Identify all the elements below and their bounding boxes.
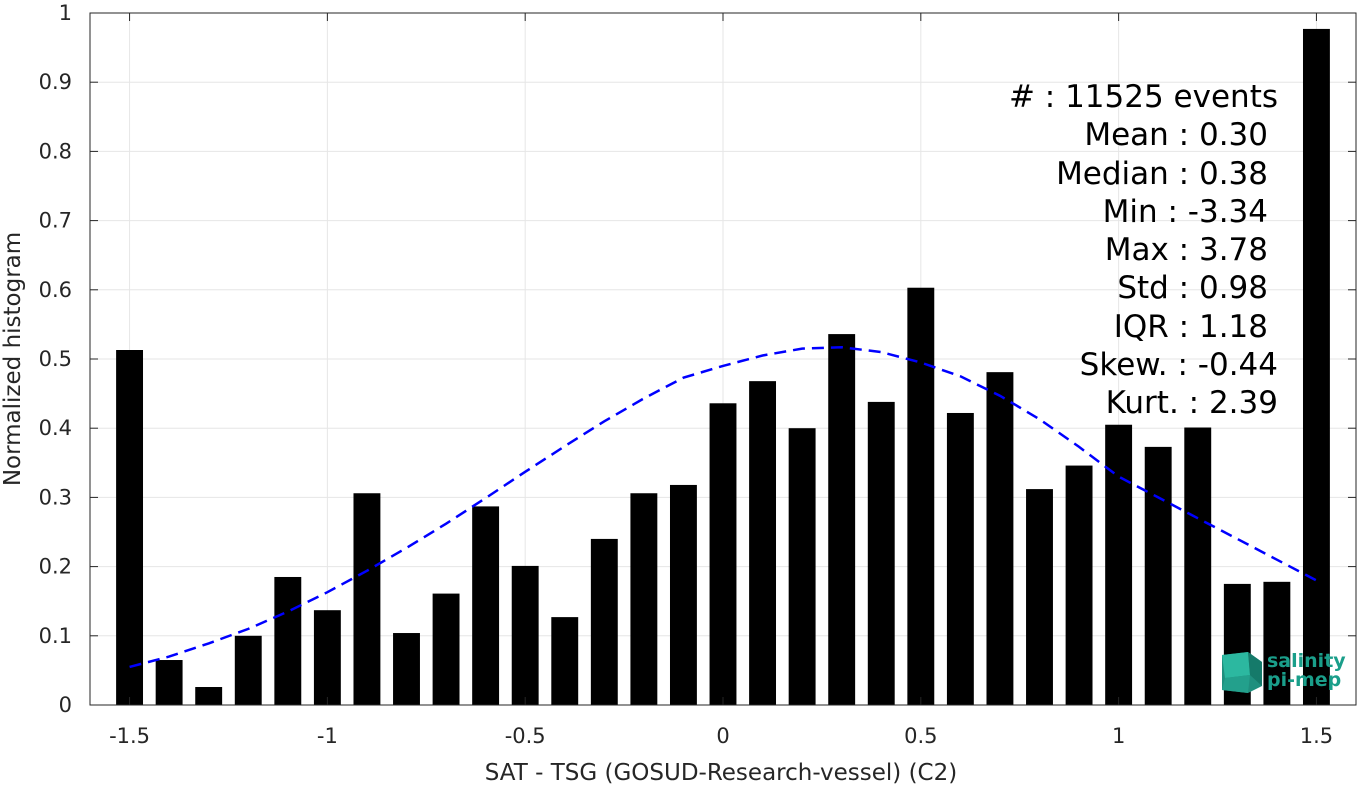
histogram-bar bbox=[1302, 28, 1330, 705]
stat-annotation: Median : 0.38 bbox=[1056, 156, 1268, 192]
x-tick-label: 1.5 bbox=[1300, 724, 1333, 748]
histogram-bar bbox=[709, 403, 737, 705]
stat-annotation: Kurt. : 2.39 bbox=[1106, 385, 1278, 421]
stat-annotation: Std : 0.98 bbox=[1117, 270, 1268, 306]
stat-annotation: Min : -3.34 bbox=[1103, 194, 1268, 230]
y-tick-label: 1 bbox=[59, 1, 72, 25]
histogram-bar bbox=[946, 412, 974, 705]
y-tick-label: 0.5 bbox=[39, 347, 72, 371]
x-tick-label: 0.5 bbox=[904, 724, 937, 748]
histogram-bar bbox=[511, 565, 539, 705]
axis-ticks: -1.5 -1 -0.5 0 0.5 1 1.5 0 0.1 0.2 0.3 0.4 0.5 0.6 0.7… bbox=[39, 1, 1356, 748]
histogram-bar bbox=[1144, 446, 1172, 705]
histogram-bar bbox=[155, 660, 183, 705]
y-tick-label: 0.4 bbox=[39, 416, 72, 440]
histogram-bar bbox=[1263, 581, 1291, 705]
histogram-bar bbox=[1065, 465, 1093, 705]
salinity-pimep-logo: salinity pi-mep bbox=[1222, 650, 1346, 693]
histogram-bar bbox=[788, 428, 816, 705]
histogram-bar bbox=[828, 334, 856, 705]
histogram-bar bbox=[551, 617, 579, 705]
stat-annotation: Max : 3.78 bbox=[1105, 232, 1268, 268]
histogram-bar bbox=[1184, 427, 1212, 705]
histogram-bars bbox=[116, 28, 1330, 705]
y-tick-label: 0.2 bbox=[39, 555, 72, 579]
stat-annotation: # : 11525 events bbox=[1009, 79, 1278, 115]
histogram-bar bbox=[274, 576, 302, 705]
histogram-bar bbox=[195, 687, 223, 705]
y-tick-label: 0.8 bbox=[39, 139, 72, 163]
stat-annotation: Mean : 0.30 bbox=[1084, 117, 1268, 153]
stat-annotation: Skew. : -0.44 bbox=[1080, 347, 1278, 383]
stat-annotation: IQR : 1.18 bbox=[1114, 309, 1268, 345]
histogram-bar bbox=[669, 484, 697, 705]
histogram-bar bbox=[867, 401, 895, 705]
histogram-bar bbox=[313, 610, 341, 705]
histogram-bar bbox=[1026, 489, 1053, 705]
histogram-bar bbox=[432, 593, 460, 705]
x-tick-label: -1.5 bbox=[109, 724, 150, 748]
histogram-bar bbox=[986, 372, 1014, 705]
histogram-bar bbox=[393, 633, 420, 705]
histogram-bar bbox=[234, 635, 262, 705]
histogram-bar bbox=[749, 381, 777, 705]
x-tick-label: -1 bbox=[317, 724, 338, 748]
x-axis-label: SAT - TSG (GOSUD-Research-vessel) (C2) bbox=[485, 760, 957, 785]
x-tick-label: -0.5 bbox=[505, 724, 546, 748]
histogram-bar bbox=[1105, 424, 1133, 705]
y-tick-label: 0.6 bbox=[39, 278, 72, 302]
y-tick-label: 0.3 bbox=[39, 485, 72, 509]
y-tick-label: 0.9 bbox=[39, 70, 72, 94]
histogram-bar bbox=[907, 287, 935, 705]
logo-line2: pi-mep bbox=[1267, 669, 1341, 691]
y-tick-label: 0.1 bbox=[39, 624, 72, 648]
y-tick-label: 0 bbox=[59, 693, 72, 717]
y-tick-label: 0.7 bbox=[39, 209, 72, 233]
logo-line1: salinity bbox=[1267, 650, 1346, 672]
x-tick-label: 1 bbox=[1112, 724, 1125, 748]
fit-curve bbox=[129, 345, 1317, 669]
histogram-bar bbox=[116, 350, 144, 705]
cube-logo-icon bbox=[1222, 652, 1262, 693]
histogram-bar bbox=[590, 538, 618, 705]
x-tick-label: 0 bbox=[716, 724, 729, 748]
y-axis-label: Normalized histogram bbox=[0, 232, 26, 486]
normal-fit-curve bbox=[129, 345, 1317, 669]
histogram-bar bbox=[353, 493, 381, 705]
histogram-bar bbox=[472, 506, 500, 705]
histogram-bar bbox=[630, 493, 658, 705]
